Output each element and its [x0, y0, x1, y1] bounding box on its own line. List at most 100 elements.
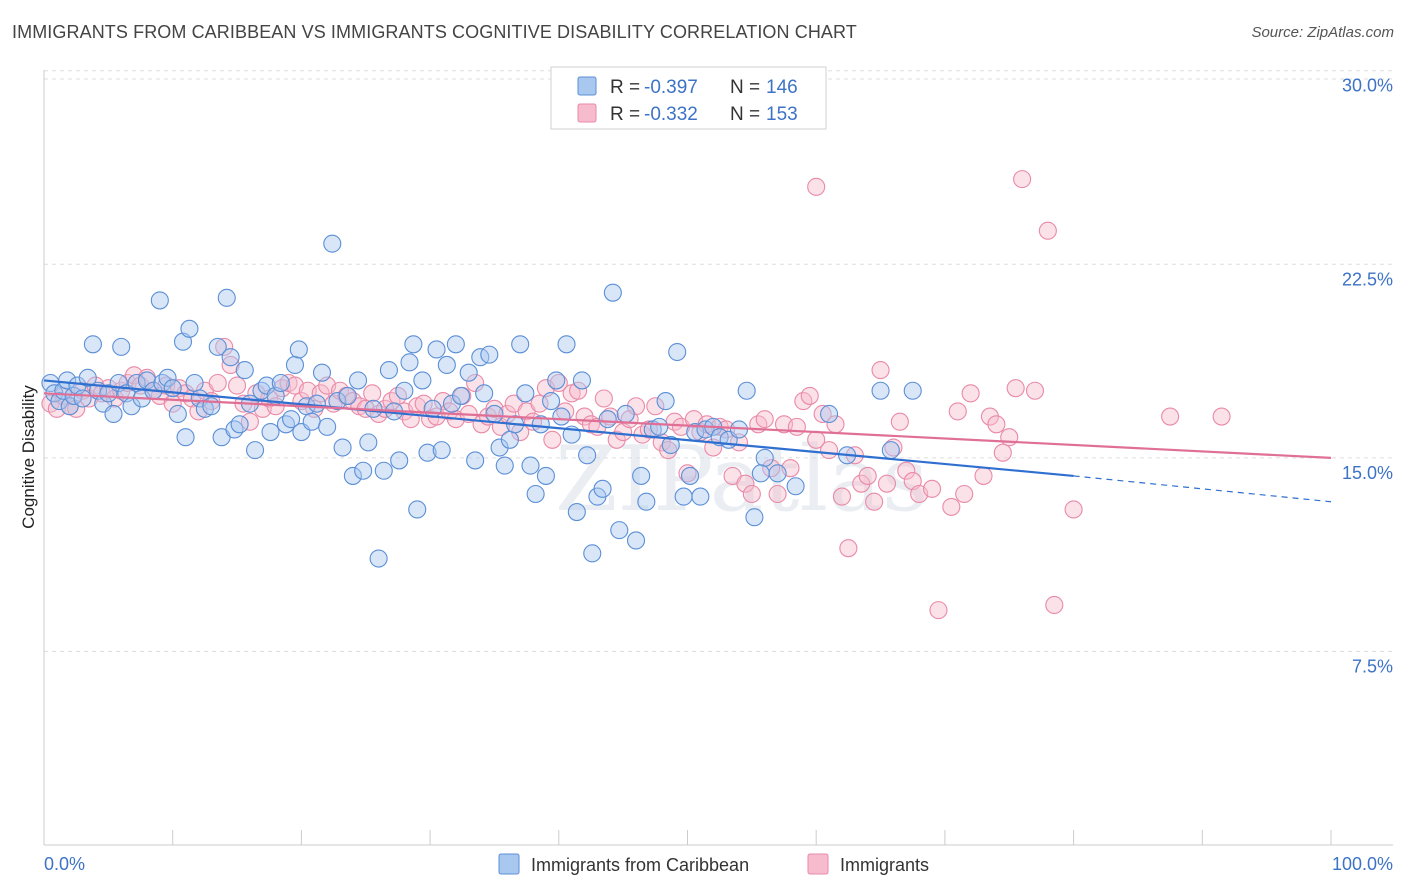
immigrants-point [729, 433, 749, 452]
immigrants-point [820, 441, 839, 460]
caribbean-point [557, 335, 576, 354]
caribbean-point [271, 373, 290, 393]
caribbean-point [459, 363, 478, 382]
caribbean-point [768, 464, 787, 483]
caribbean-point [650, 417, 669, 436]
immigrants-point [1025, 381, 1045, 400]
caribbean-point [168, 404, 187, 424]
immigrants-point [839, 539, 858, 558]
legend-label-caribbean: Immigrants from Caribbean [531, 855, 749, 875]
caribbean-point [202, 397, 221, 416]
gridlines [44, 70, 1393, 652]
caribbean-point [610, 521, 629, 540]
caribbean-point [307, 394, 326, 413]
caribbean-point [395, 381, 414, 400]
caribbean-point [661, 435, 680, 455]
immigrants-point [530, 394, 549, 413]
immigrants-point [787, 417, 806, 436]
caribbean-point [437, 355, 456, 374]
caribbean-point [567, 503, 586, 522]
caribbean-point [521, 456, 540, 475]
caribbean-point [423, 399, 442, 418]
caribbean-point [466, 451, 485, 470]
immigrants-point [755, 410, 774, 429]
immigrants-point [877, 474, 897, 493]
caribbean-point [526, 484, 545, 504]
caribbean-point [374, 461, 393, 480]
source-label: Source: ZipAtlas.com [1251, 24, 1394, 41]
caribbean-point [328, 392, 347, 411]
caribbean-point [333, 438, 352, 457]
caribbean-point [230, 415, 249, 434]
immigrants-point [800, 386, 819, 405]
caribbean-point [572, 371, 592, 390]
caribbean-point [616, 404, 635, 424]
caribbean-point [312, 363, 332, 382]
caribbean-point [408, 500, 427, 519]
caribbean-point [185, 373, 204, 393]
caribbean-point [257, 376, 276, 395]
caribbean-point [755, 448, 774, 467]
x-tick-label-max: 100.0% [1332, 854, 1393, 874]
caribbean-point [359, 433, 378, 452]
caribbean-point [163, 379, 182, 398]
immigrants-point [240, 412, 259, 431]
immigrants-point [1000, 428, 1019, 447]
immigrants-point [942, 497, 961, 516]
immigrants-point [884, 438, 903, 457]
stats-legend-swatch-pink [577, 103, 597, 123]
caribbean-point [475, 384, 494, 403]
caribbean-point [369, 549, 388, 568]
caribbean-point [404, 335, 423, 354]
immigrants-point [865, 492, 884, 511]
legend-label-immigrants: Immigrants [840, 855, 929, 875]
caribbean-point [637, 492, 656, 511]
caribbean-point [737, 381, 756, 400]
immigrants-point [228, 376, 247, 395]
caribbean-point [282, 410, 301, 429]
caribbean-point [208, 337, 227, 356]
immigrants-point [768, 484, 787, 504]
immigrants-trend-line [43, 392, 1332, 459]
immigrants-point [1006, 379, 1025, 398]
immigrants-point [987, 415, 1006, 434]
stats-r-value-blue: -0.397 [644, 77, 698, 98]
caribbean-point [516, 384, 535, 403]
immigrants-point [659, 441, 678, 460]
caribbean-point [881, 441, 900, 460]
immigrants-point [678, 464, 697, 483]
immigrants-point [1212, 407, 1231, 426]
caribbean-point [413, 371, 432, 390]
caribbean-point [158, 368, 177, 387]
immigrants-point [871, 361, 890, 380]
caribbean-point [495, 456, 514, 475]
caribbean-point [104, 404, 123, 424]
trend-lines [43, 379, 1332, 503]
immigrants-point [221, 355, 240, 374]
caribbean-point [691, 487, 710, 506]
immigrants-point [948, 402, 967, 421]
caribbean-point [490, 438, 509, 457]
caribbean-point [390, 451, 409, 470]
caribbean-point [338, 386, 357, 405]
caribbean-point [578, 446, 597, 465]
caribbean-point [225, 420, 244, 439]
y-tick-label: 7.5% [1352, 656, 1393, 676]
caribbean-trend-line [43, 379, 1074, 478]
caribbean-point [348, 371, 368, 390]
immigrants-point [922, 479, 942, 498]
caribbean-point [500, 430, 519, 449]
immigrants-point [742, 484, 761, 504]
stats-legend-box [550, 66, 827, 130]
caribbean-point [112, 337, 131, 356]
caribbean-trend-extension [1073, 475, 1332, 503]
immigrants-point [1038, 221, 1057, 240]
immigrants-point [736, 474, 755, 493]
immigrants-point [1064, 500, 1083, 519]
immigrants-point [208, 373, 227, 393]
stats-n-value-pink: 153 [766, 104, 798, 125]
caribbean-point [751, 464, 770, 483]
stats-r-label-pink: R = [610, 104, 640, 125]
caribbean-point [674, 487, 693, 506]
caribbean-point [379, 361, 398, 380]
